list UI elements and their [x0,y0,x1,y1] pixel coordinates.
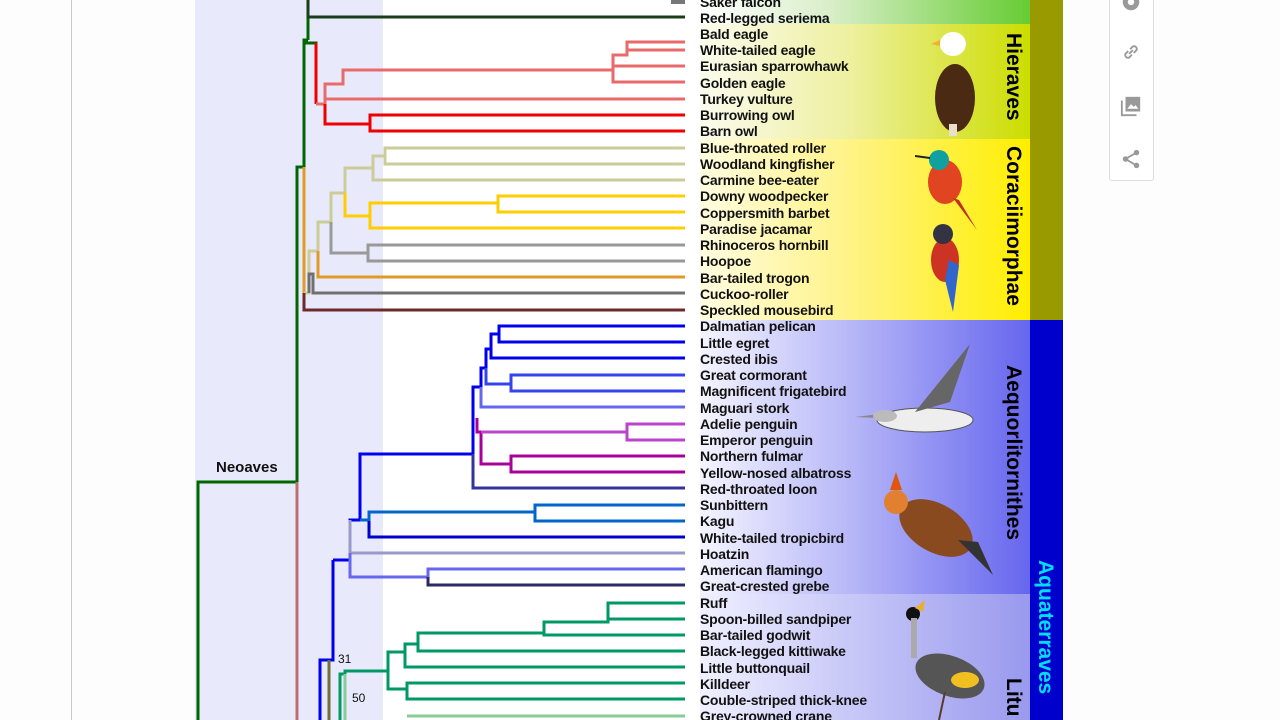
neoaves-label: Neoaves [216,459,278,476]
tip-label: Hoopoe [700,253,751,269]
tip-label: Northern fulmar [700,448,803,464]
hieraves-background [700,24,1030,139]
red-throated-loon-illustration [855,344,974,433]
tip-label: Paradise jacamar [700,221,812,237]
falcon-clade-background [700,0,1030,24]
tip-label: Hoatzin [700,546,750,562]
tip-label: Ruff [700,595,728,611]
tip-label: Black-legged kittiwake [700,643,846,659]
trogon-illustration [931,224,959,312]
tree-branches [196,0,685,720]
bald-eagle-illustration [931,32,975,136]
grey-crowned-crane-illustration [906,600,985,720]
superclade-bar-olive [1030,0,1063,320]
tip-label: Killdeer [700,676,750,692]
tip-label: Bar-tailed godwit [700,627,811,643]
tip-label: Eurasian sparrowhawk [700,58,849,74]
tip-label: Rhinoceros hornbill [700,237,829,253]
tip-label: Crested ibis [700,351,778,367]
tip-label: Bald eagle [700,26,769,42]
tip-label: Spoon-billed sandpiper [700,611,852,627]
photo-library-icon [1120,96,1141,117]
tip-label: Saker falcon [700,0,781,10]
clade-label-litu: Litu [1002,678,1025,717]
tip-label: Bar-tailed trogon [700,270,810,286]
tip-label: Kagu [700,513,735,529]
tip-label: Great cormorant [700,367,807,383]
litu-background [700,594,1030,720]
coraciimorphae-background [700,139,1030,320]
clade-label-hieraves: Hieraves [1002,33,1025,121]
carmine-bee-eater-illustration [915,150,977,230]
tip-label: Dalmatian pelican [700,318,816,334]
node-support-50: 50 [352,691,366,705]
view-button[interactable] [1119,0,1143,14]
hoatzin-illustration [884,472,993,575]
tip-label: American flamingo [700,562,823,578]
tip-label: Red-legged seriema [700,10,830,26]
page-left-border [71,0,72,720]
tip-label: Carmine bee-eater [700,172,819,188]
share-button[interactable] [1119,147,1143,171]
tip-label: Speckled mousebird [700,302,834,318]
tip-label: Grey-crowned crane [700,708,832,720]
tip-label: Magnificent frigatebird [700,383,847,399]
tip-label: Turkey vulture [700,91,793,107]
copy-link-button[interactable] [1119,40,1143,64]
tip-label: Blue-throated roller [700,140,826,156]
tip-label: Downy woodpecker [700,188,829,204]
tip-label: Barn owl [700,123,758,139]
image-action-toolbar [1109,0,1154,181]
tip-label: Woodland kingfisher [700,156,835,172]
tip-label: Adelie penguin [700,416,798,432]
tip-label: Golden eagle [700,75,786,91]
superclade-bar-aquaterraves [1030,320,1063,720]
tip-label: Little egret [700,335,770,351]
clade-label-aequorlitornithes: Aequorlitornithes [1002,365,1025,541]
tip-label: White-tailed eagle [700,42,816,58]
tip-label: Couble-striped thick-knee [700,692,867,708]
clade-label-coraciimorphae: Coraciimorphae [1002,146,1025,306]
tip-label: Great-crested grebe [700,578,830,594]
phylogenetic-tree-figure: Neoaves 31 50 Saker falcon Red-legged se… [195,0,1063,720]
share-icon [1122,149,1140,169]
eye-icon [1122,0,1140,11]
neoaves-stem-band [195,0,383,720]
superclade-label-aquaterraves: Aquaterraves [1034,560,1057,695]
tip-label: Little buttonquail [700,660,810,676]
tip-label: Cuckoo-roller [700,286,789,302]
gallery-button[interactable] [1119,94,1143,118]
tip-label: Maguari stork [700,400,790,416]
tip-label: Burrowing owl [700,107,795,123]
tip-label: Red-throated loon [700,481,818,497]
tip-label: White-tailed tropicbird [700,530,844,546]
tip-label: Yellow-nosed albatross [700,465,852,481]
link-icon [1124,45,1138,59]
tip-label: Coppersmith barbet [700,205,830,221]
node-support-31: 31 [338,652,352,666]
tip-label: Sunbittern [700,497,768,513]
tip-label: Emperor penguin [700,432,813,448]
